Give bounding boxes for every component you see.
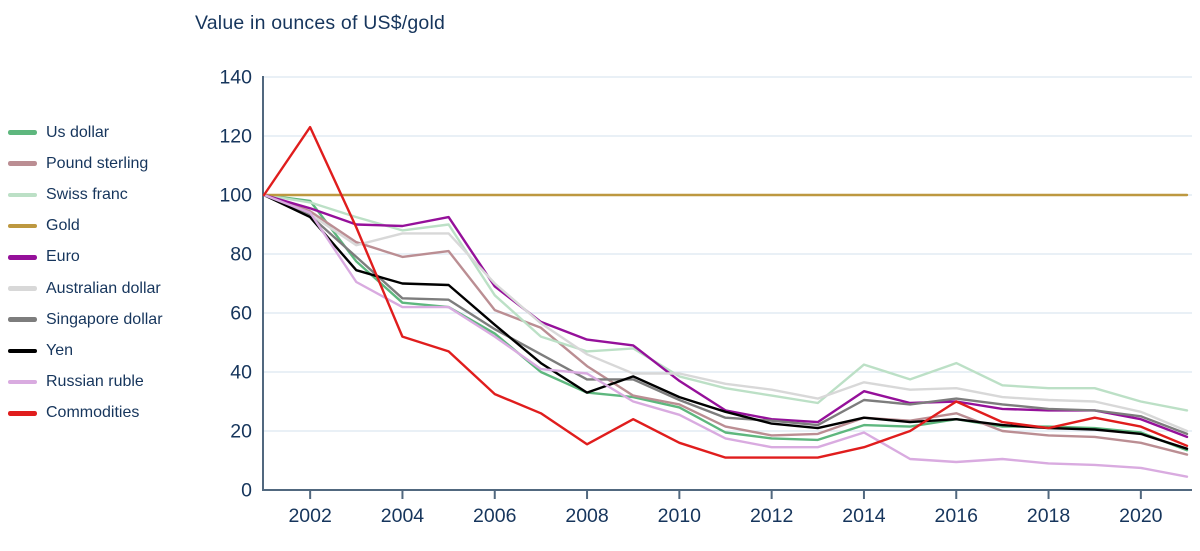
legend-swatch-swiss-franc <box>8 192 37 198</box>
x-axis-label-2006: 2006 <box>473 505 516 527</box>
legend-label-commodities: Commodities <box>46 404 140 422</box>
y-axis-label-100: 100 <box>219 185 252 207</box>
legend-item-pound-sterling: Pound sterling <box>8 148 218 179</box>
y-axis-label-0: 0 <box>241 480 252 502</box>
legend-label-swiss-franc: Swiss franc <box>46 185 128 203</box>
line-swiss-franc <box>262 193 1189 412</box>
y-axis-label-20: 20 <box>230 421 252 443</box>
legend-swatch-pound-sterling <box>8 161 37 167</box>
legend-label-russian-ruble: Russian ruble <box>46 373 144 391</box>
y-axis-label-60: 60 <box>230 303 252 325</box>
legend-swatch-australian-dollar <box>8 286 37 291</box>
legend-item-us-dollar: Us dollar <box>8 117 218 148</box>
legend-item-australian-dollar: Australian dollar <box>8 273 218 304</box>
x-axis-label-2010: 2010 <box>658 505 702 527</box>
legend-item-singapore-dollar: Singapore dollar <box>8 304 218 335</box>
legend-label-singapore-dollar: Singapore dollar <box>46 310 163 328</box>
legend-label-pound-sterling: Pound sterling <box>46 154 149 172</box>
line-pound-sterling <box>262 193 1189 456</box>
legend-item-swiss-franc: Swiss franc <box>8 179 218 210</box>
legend-label-yen: Yen <box>46 341 73 359</box>
line-commodities <box>262 125 1189 459</box>
line-australian-dollar <box>262 193 1189 433</box>
legend-swatch-commodities <box>8 410 37 416</box>
y-axis-label-120: 120 <box>219 126 252 148</box>
legend-item-euro: Euro <box>8 242 218 273</box>
legend-swatch-russian-ruble <box>8 379 37 385</box>
line-singapore-dollar <box>262 193 1189 436</box>
legend-label-us-dollar: Us dollar <box>46 123 110 141</box>
chart-legend: Us dollar Pound sterling Swiss franc Gold Eu… <box>8 117 218 429</box>
x-axis-label-2014: 2014 <box>842 505 886 527</box>
legend-item-russian-ruble: Russian ruble <box>8 367 218 398</box>
legend-label-gold: Gold <box>46 217 80 235</box>
legend-label-australian-dollar: Australian dollar <box>46 279 161 297</box>
chart-title: Value in ounces of US$/gold <box>195 12 446 34</box>
y-axis-label-140: 140 <box>219 67 252 89</box>
x-axis-label-2012: 2012 <box>750 505 793 527</box>
x-axis-label-2016: 2016 <box>935 505 978 527</box>
legend-swatch-euro <box>8 255 37 260</box>
legend-label-euro: Euro <box>46 248 80 266</box>
x-axis-label-2004: 2004 <box>381 505 425 527</box>
line-euro <box>262 193 1189 439</box>
legend-swatch-us-dollar <box>8 130 37 135</box>
line-russian-ruble <box>262 193 1189 478</box>
legend-swatch-gold <box>8 223 37 229</box>
legend-item-yen: Yen <box>8 335 218 366</box>
legend-swatch-yen <box>8 348 37 354</box>
x-axis-label-2020: 2020 <box>1119 505 1163 527</box>
x-axis-label-2002: 2002 <box>288 505 331 527</box>
legend-item-commodities: Commodities <box>8 398 218 429</box>
x-axis-label-2008: 2008 <box>565 505 608 527</box>
y-axis-label-40: 40 <box>230 362 252 384</box>
legend-item-gold: Gold <box>8 211 218 242</box>
legend-swatch-singapore-dollar <box>8 317 37 323</box>
y-axis-label-80: 80 <box>230 244 252 266</box>
x-axis-label-2018: 2018 <box>1027 505 1070 527</box>
